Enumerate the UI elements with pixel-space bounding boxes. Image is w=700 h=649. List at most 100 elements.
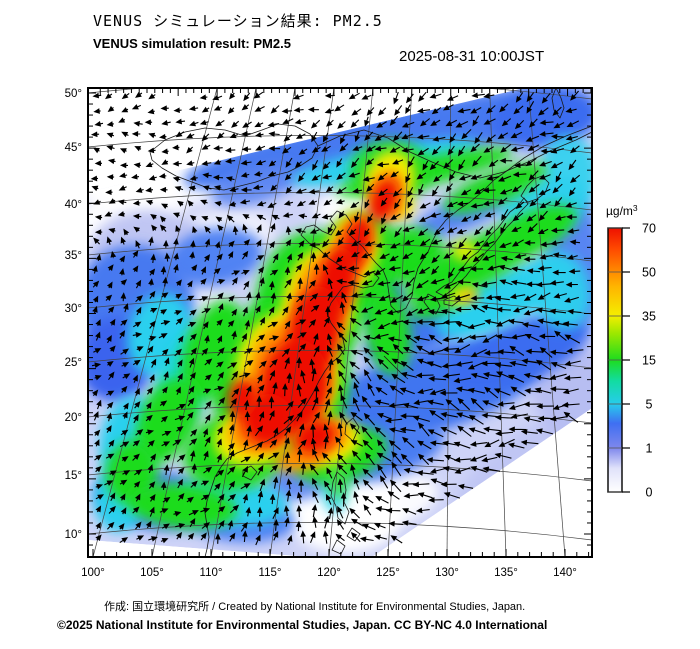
wind-arrow xyxy=(367,382,375,397)
wind-arrow xyxy=(312,477,319,490)
wind-arrow xyxy=(122,402,129,410)
wind-arrow xyxy=(259,316,265,326)
wind-arrow xyxy=(309,293,319,302)
wind-arrow xyxy=(257,384,265,394)
wind-arrow xyxy=(106,521,115,530)
wind-arrow xyxy=(284,426,292,436)
wind-arrow xyxy=(337,121,346,129)
wind-arrow xyxy=(497,401,515,407)
wind-arrow xyxy=(539,201,552,209)
colorbar-tick-label: 0 xyxy=(646,486,653,500)
wind-arrow xyxy=(269,493,276,505)
wind-arrow xyxy=(177,359,183,368)
wind-arrow xyxy=(399,426,416,433)
wind-arrow xyxy=(363,347,373,357)
wind-arrow xyxy=(95,505,102,513)
wind-arrow xyxy=(105,189,113,196)
wind-arrow xyxy=(268,160,277,167)
wind-arrow xyxy=(552,252,567,258)
wind-arrow xyxy=(378,188,388,197)
wind-arrow xyxy=(401,133,414,140)
wind-arrow xyxy=(485,226,494,237)
wind-arrow xyxy=(188,357,195,368)
wind-arrow xyxy=(403,239,415,245)
wind-arrow xyxy=(442,346,460,353)
wind-arrow xyxy=(189,333,197,341)
wind-arrow xyxy=(524,333,540,342)
wind-arrow xyxy=(365,158,375,166)
wind-arrow xyxy=(387,491,400,500)
wind-arrow xyxy=(494,414,513,421)
wind-arrow xyxy=(311,504,318,518)
lon-tick-label: 110° xyxy=(200,567,223,579)
wind-arrow xyxy=(512,212,524,222)
wind-arrow xyxy=(213,145,223,151)
wind-arrow xyxy=(377,439,386,452)
wind-arrow xyxy=(550,361,567,370)
wind-arrow xyxy=(473,240,485,247)
wind-arrow xyxy=(175,293,183,300)
wind-arrow xyxy=(239,372,251,378)
wind-arrow xyxy=(146,387,154,395)
wind-arrow xyxy=(379,475,389,489)
wind-arrow xyxy=(134,387,140,396)
wind-arrow xyxy=(335,229,344,237)
wind-arrow xyxy=(536,318,554,325)
wind-arrow xyxy=(467,387,486,394)
pm25-field xyxy=(88,88,592,557)
wind-arrow xyxy=(348,92,360,100)
wind-arrow xyxy=(160,481,167,490)
map-frame xyxy=(87,87,593,558)
wind-arrow xyxy=(283,415,295,425)
wind-arrow xyxy=(270,222,276,233)
wind-arrow xyxy=(131,173,140,180)
wind-arrow xyxy=(457,145,466,157)
wind-arrow xyxy=(216,438,222,448)
wind-arrow xyxy=(108,228,116,234)
wind-arrow xyxy=(255,159,266,166)
wind-arrow xyxy=(325,493,332,505)
wind-arrow xyxy=(123,228,130,236)
wind-arrow xyxy=(310,251,317,262)
wind-arrow xyxy=(389,479,402,493)
wind-arrow xyxy=(145,199,154,206)
wind-arrow xyxy=(539,131,554,137)
wind-arrow xyxy=(433,174,443,183)
wind-arrow xyxy=(417,388,433,395)
wind-arrow xyxy=(469,334,487,340)
wind-arrow xyxy=(121,385,128,393)
wind-arrow xyxy=(484,386,499,399)
wind-arrow xyxy=(359,536,374,543)
lat-tick-label: 15° xyxy=(65,470,82,482)
wind-arrow xyxy=(133,321,142,328)
wind-arrow xyxy=(526,92,535,103)
wind-arrow xyxy=(296,448,303,463)
wind-arrow xyxy=(163,371,169,381)
wind-arrow xyxy=(456,228,467,235)
wind-arrow xyxy=(227,251,234,259)
wind-arrow xyxy=(455,121,469,128)
wind-arrow xyxy=(349,361,360,370)
wind-arrow xyxy=(455,321,471,329)
wind-arrow xyxy=(340,492,347,507)
wind-arrow xyxy=(216,319,223,326)
wind-arrow xyxy=(377,322,391,330)
wind-arrow xyxy=(213,105,223,111)
wind-arrow xyxy=(131,104,142,110)
wind-arrow xyxy=(133,162,141,169)
wind-arrow xyxy=(256,214,267,221)
wind-arrow xyxy=(351,251,360,258)
wind-arrow xyxy=(269,359,278,368)
wind-arrow xyxy=(272,507,279,520)
wind-arrow xyxy=(376,374,389,383)
wind-arrow xyxy=(150,358,157,368)
wind-arrow xyxy=(364,116,370,127)
wind-arrow xyxy=(218,519,225,530)
wind-arrow xyxy=(394,227,402,238)
wind-arrow xyxy=(446,201,458,207)
wind-arrow xyxy=(268,131,280,137)
wind-arrow xyxy=(95,319,101,327)
wind-arrow xyxy=(269,410,275,421)
wind-arrow xyxy=(104,480,114,486)
wind-arrow xyxy=(389,385,404,395)
